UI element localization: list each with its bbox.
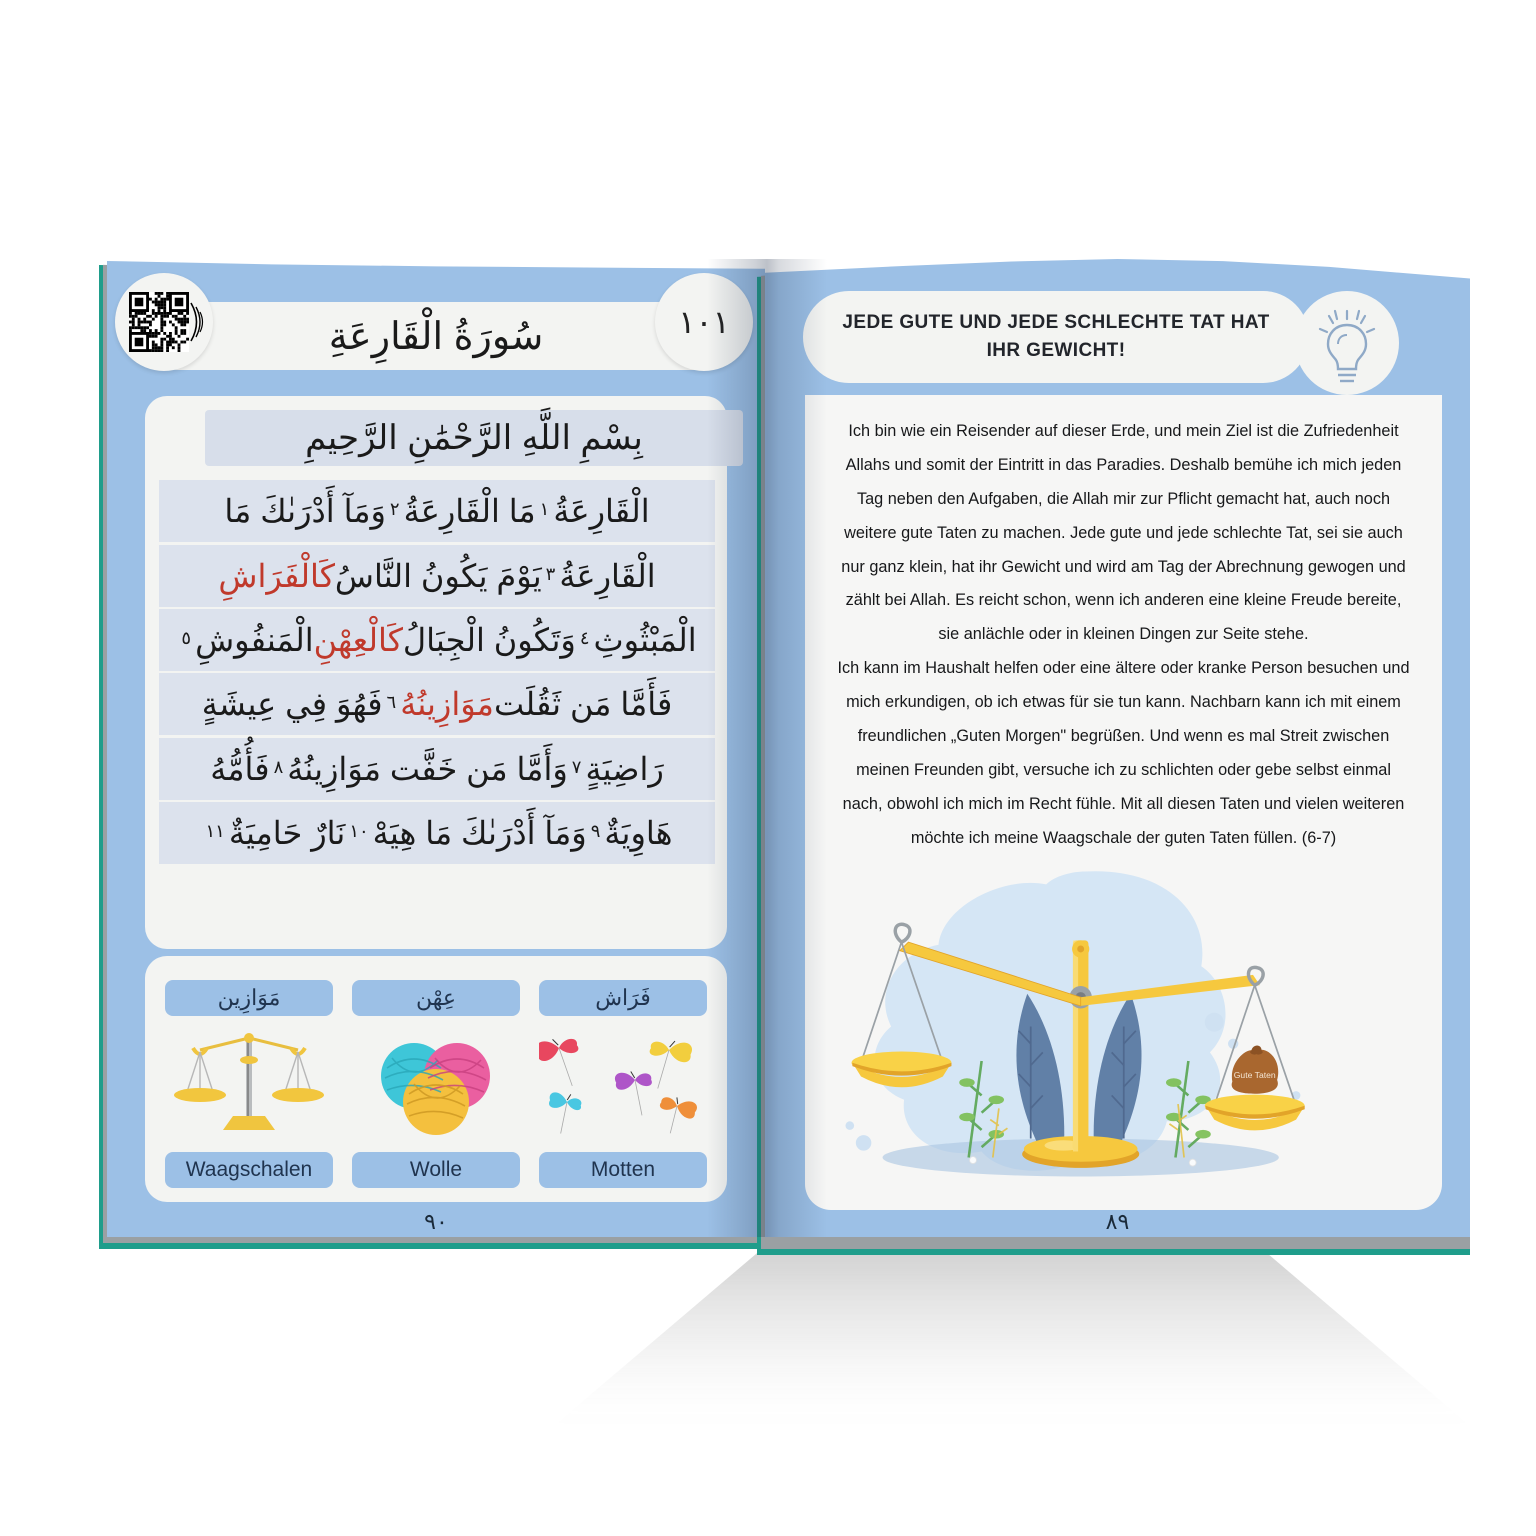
svg-text:Gute Taten: Gute Taten bbox=[1234, 1070, 1276, 1080]
